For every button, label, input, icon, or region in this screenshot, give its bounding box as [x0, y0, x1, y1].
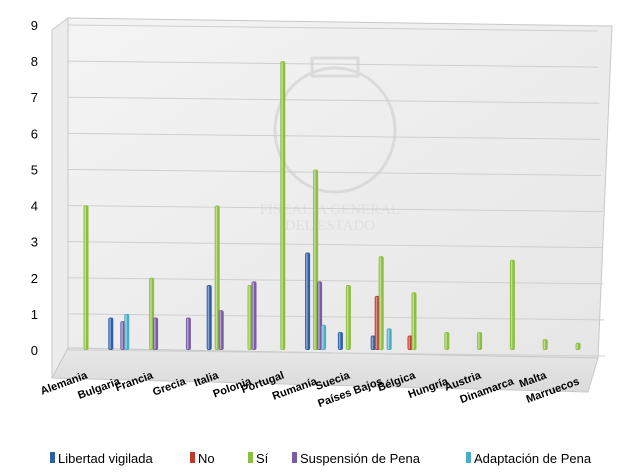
y-tick-label: 1	[31, 307, 38, 322]
watermark-emblem	[273, 66, 397, 194]
bar-highlight	[109, 318, 111, 349]
bar	[206, 285, 212, 350]
legend-swatch	[466, 452, 471, 463]
bar	[411, 292, 417, 350]
grid-line	[67, 349, 606, 357]
bar-highlight	[445, 332, 447, 349]
bar-highlight	[379, 257, 382, 349]
y-tick-label: 8	[31, 54, 38, 69]
bar-highlight	[154, 318, 156, 349]
bar-highlight	[248, 286, 250, 349]
bar-highlight	[408, 336, 410, 349]
bars	[83, 61, 581, 350]
legend-swatch	[248, 452, 253, 463]
grid-line	[67, 60, 599, 68]
bar	[337, 331, 343, 350]
bar	[378, 256, 384, 350]
y-tick-label: 2	[31, 271, 38, 286]
bar-highlight	[125, 314, 127, 349]
bar	[444, 331, 450, 350]
bar-highlight	[412, 293, 414, 349]
grid-line	[67, 205, 602, 213]
bar	[345, 285, 351, 350]
bar	[313, 169, 319, 350]
bar-highlight	[150, 278, 152, 349]
watermark-line-1: FISCALÍA GENERAL	[260, 201, 400, 218]
grid-line	[67, 241, 603, 249]
grid-line	[67, 24, 598, 32]
bar-highlight	[338, 332, 341, 349]
bar-highlight	[121, 322, 123, 349]
bar-highlight	[543, 340, 546, 349]
grid-line	[67, 132, 601, 140]
bar-highlight	[318, 282, 320, 349]
bar-highlight	[346, 286, 349, 349]
bar	[214, 205, 220, 350]
bar-highlight	[186, 318, 189, 349]
bar	[509, 259, 515, 350]
bar	[542, 339, 548, 350]
bar-highlight	[576, 343, 578, 349]
bar	[251, 281, 257, 350]
bar	[247, 285, 253, 350]
legend-label: No	[198, 451, 215, 466]
bar-highlight	[322, 325, 324, 349]
watermark-crown	[310, 56, 360, 78]
legend-label: Sí	[256, 451, 269, 466]
watermark: FISCALÍA GENERAL DEL ESTADO	[260, 56, 400, 234]
bar	[477, 331, 483, 350]
grid-lines	[67, 24, 606, 357]
bar	[108, 317, 114, 350]
bar-highlight	[207, 286, 210, 349]
legend: Libertad vigilada No Sí Suspensión de Pena A…	[50, 451, 592, 466]
bar-highlight	[281, 62, 283, 349]
plot-side-wall	[51, 17, 69, 379]
bar	[124, 313, 130, 350]
legend-label: Suspensión de Pena	[300, 451, 421, 466]
bar	[575, 342, 581, 350]
bar-highlight	[84, 206, 86, 349]
bar	[370, 335, 376, 350]
y-tick-label: 3	[31, 235, 38, 250]
bar-highlight	[478, 332, 480, 349]
bar	[83, 205, 89, 350]
bar	[153, 317, 159, 350]
bar	[374, 295, 380, 350]
bar-highlight	[215, 206, 218, 349]
bar-highlight	[510, 260, 513, 349]
bar	[305, 252, 311, 350]
bar	[386, 328, 392, 350]
bar	[120, 321, 126, 350]
legend-label: Adaptación de Pena	[474, 451, 592, 466]
y-tick-label: 0	[31, 343, 38, 358]
bar	[149, 277, 155, 350]
y-tick-label: 4	[31, 199, 38, 214]
legend-swatch	[190, 452, 195, 463]
y-tick-label: 5	[31, 162, 38, 177]
watermark-line-2: DEL ESTADO	[285, 218, 375, 234]
bar-highlight	[252, 282, 254, 349]
bar	[280, 61, 286, 350]
bar	[407, 335, 413, 350]
bar-highlight	[387, 329, 390, 349]
legend-swatch	[292, 452, 297, 463]
bar-highlight	[219, 311, 222, 349]
bar-highlight	[314, 170, 316, 349]
bar-highlight	[306, 253, 308, 349]
y-axis-ticks: 0 1 2 3 4 5 6 7 8 9	[31, 18, 38, 358]
y-tick-label: 6	[31, 126, 38, 141]
bar	[317, 281, 323, 350]
y-tick-label: 9	[31, 18, 38, 33]
grid-line	[67, 96, 600, 104]
legend-swatch	[50, 452, 55, 463]
bar	[185, 317, 191, 350]
y-tick-label: 7	[31, 90, 38, 105]
legend-label: Libertad vigilada	[58, 451, 153, 466]
bar-highlight	[371, 336, 374, 349]
bar	[321, 324, 327, 350]
bar	[218, 310, 224, 350]
grid-line	[67, 168, 602, 176]
bar-highlight	[375, 296, 378, 349]
